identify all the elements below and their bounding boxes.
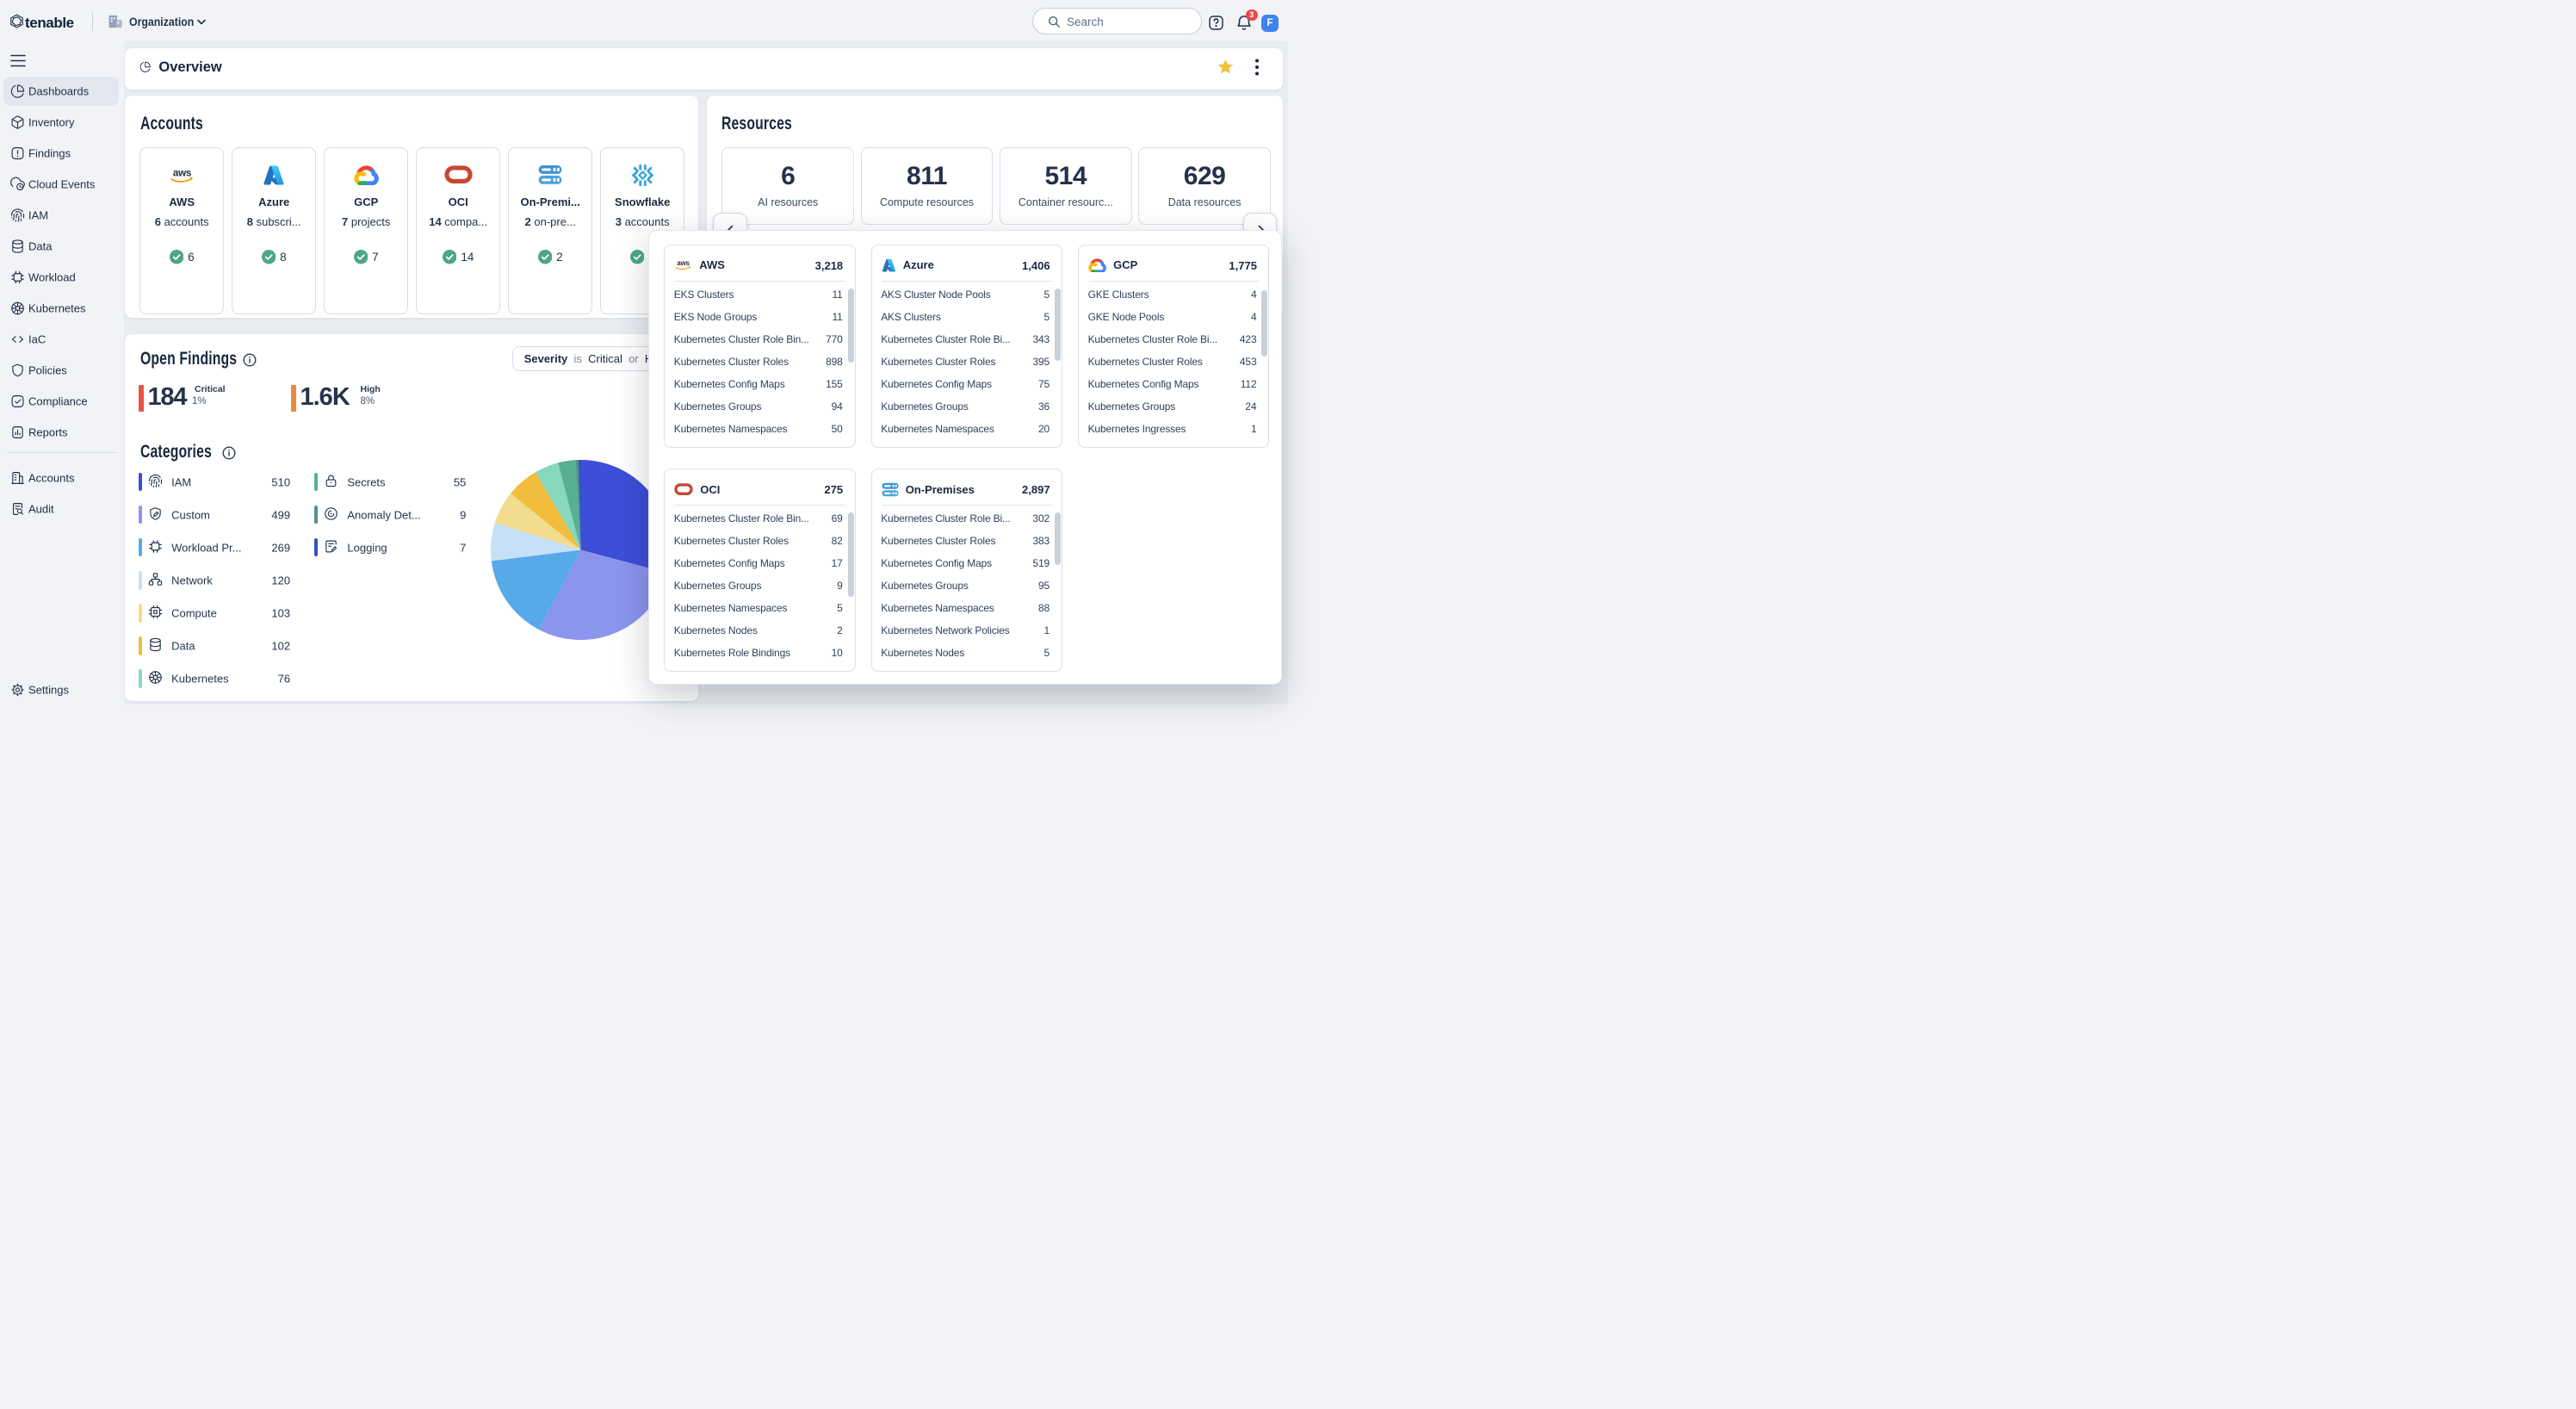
svg-text:aws: aws (173, 167, 192, 178)
svg-text:aws: aws (678, 260, 690, 268)
